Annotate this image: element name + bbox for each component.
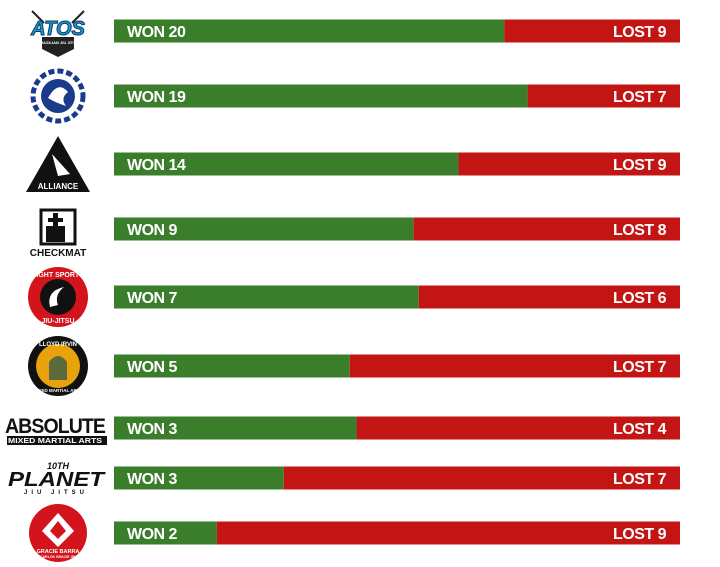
lost-bar [504, 19, 680, 43]
crossed-swords-icon [31, 10, 85, 24]
checkmat-logo: CHECKMAT [30, 208, 86, 259]
won-label: WON 9 [127, 222, 178, 239]
lost-label: LOST 7 [613, 471, 667, 488]
won-label: WON 5 [127, 359, 178, 376]
logo-title: GRACIE BARRA [37, 549, 80, 555]
logo-title: CHECKMAT [30, 248, 86, 259]
won-bar [114, 84, 528, 108]
lost-label: LOST 9 [613, 24, 667, 41]
triangle-mark [52, 154, 70, 176]
chess-king-icon [46, 213, 65, 242]
lost-label: LOST 9 [613, 526, 667, 543]
lost-label: LOST 8 [613, 222, 667, 239]
won-bar [114, 466, 284, 490]
lost-bar [418, 285, 680, 309]
lost-label: LOST 6 [613, 290, 667, 307]
logo-title: FIGHT SPORTS [32, 272, 84, 279]
bar-row: WON 2 LOST 9 [114, 521, 680, 545]
lost-label: LOST 7 [613, 89, 667, 106]
logo-title: PLANET [8, 469, 106, 491]
swoosh-icon [49, 287, 64, 307]
logo-kicker: 10TH [47, 461, 70, 471]
subtitle-band [7, 436, 107, 445]
won-bar [114, 152, 459, 176]
lost-bar [349, 354, 680, 378]
logo-title: ALLIANCE [38, 182, 79, 191]
bar-row: WON 14 LOST 9 [114, 152, 680, 176]
alliance-logo: ALLIANCE [26, 136, 90, 192]
lost-bar [216, 521, 680, 545]
lost-label: LOST 4 [613, 421, 667, 438]
lost-label: LOST 7 [613, 359, 667, 376]
lost-bar [458, 152, 680, 176]
lost-bar [527, 84, 680, 108]
lost-bar [413, 217, 680, 241]
won-label: WON 3 [127, 471, 178, 488]
won-bar [114, 217, 414, 241]
logo-subtitle: MIXED MARTIAL ARTS [34, 388, 83, 393]
won-label: WON 2 [127, 526, 178, 543]
diamond-inner [50, 521, 66, 539]
fight-sports-logo: FIGHT SPORTS JIU-JITSU [28, 267, 88, 327]
bar-row: WON 3 LOST 4 [114, 416, 680, 440]
won-bar [114, 354, 350, 378]
won-bar [114, 285, 419, 309]
fighter-silhouette-icon [48, 87, 68, 106]
bar-row: WON 9 LOST 8 [114, 217, 680, 241]
won-bar [114, 19, 505, 43]
won-label: WON 19 [127, 89, 186, 106]
logo-subtitle: CARLOS GRACIE JR. [40, 555, 76, 559]
logo-title: LLOYD IRVIN [39, 342, 77, 348]
bar-row: WON 5 LOST 7 [114, 354, 680, 378]
bar-row: WON 3 LOST 7 [114, 466, 680, 490]
lloyd-irvin-logo: LLOYD IRVIN MIXED MARTIAL ARTS [28, 336, 88, 396]
nova-uniao-logo [30, 68, 86, 124]
logo-subtitle: BRAZILIAN JIU JITSU [37, 40, 78, 45]
lost-bar [356, 416, 680, 440]
bar-row: WON 19 LOST 7 [114, 84, 680, 108]
logo-subtitle: JIU-JITSU [41, 318, 74, 325]
bar-row: WON 20 LOST 9 [114, 19, 680, 43]
won-label: WON 3 [127, 421, 178, 438]
won-bar [114, 416, 357, 440]
soldier-icon [49, 356, 67, 380]
won-label: WON 14 [127, 157, 186, 174]
logo-title: ABSOLUTE [5, 415, 106, 438]
laurel-wreath-icon [30, 68, 86, 124]
won-bar [114, 521, 217, 545]
won-label: WON 20 [127, 24, 186, 41]
lost-label: LOST 9 [613, 157, 667, 174]
shield-icon [42, 37, 74, 57]
lost-bar [283, 466, 680, 490]
won-label: WON 7 [127, 290, 178, 307]
logo-subtitle: JIU JITSU [24, 490, 88, 496]
bar-row: WON 7 LOST 6 [114, 285, 680, 309]
logo-subtitle: MIXED MARTIAL ARTS [8, 438, 102, 445]
logo-title: ATOS [30, 18, 85, 40]
inner-circle [40, 279, 76, 315]
